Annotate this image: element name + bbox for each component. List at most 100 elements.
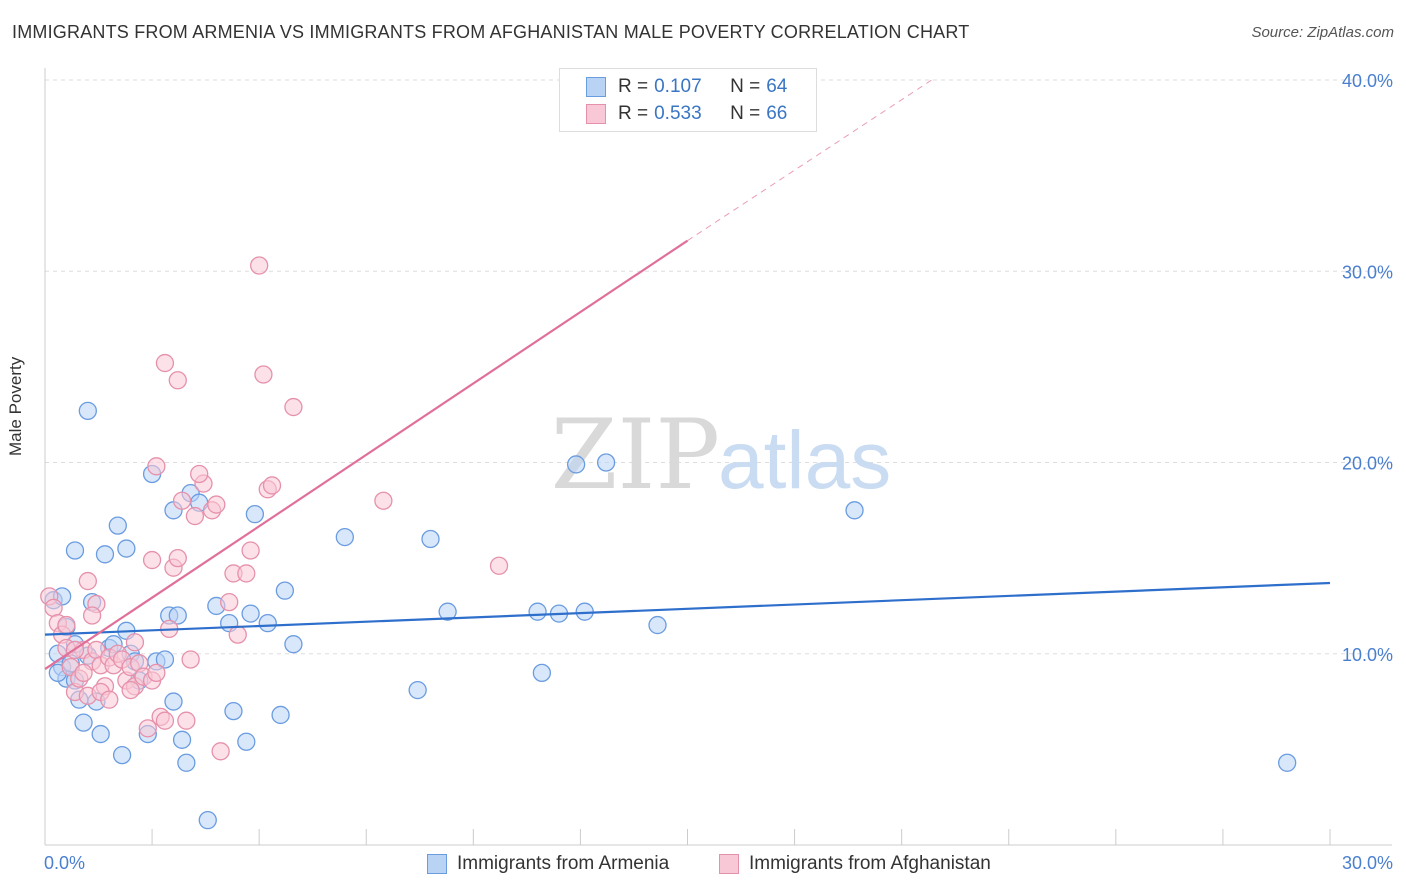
bottom-legend-afghanistan: Immigrants from Afghanistan (719, 852, 991, 876)
armenia-point-41 (237, 732, 256, 751)
bottom-legend-swatch-afghanistan (719, 854, 739, 874)
afghanistan-point-32 (142, 550, 162, 570)
armenia-point-46 (275, 581, 295, 600)
bottom-legend-label-armenia: Immigrants from Armenia (457, 853, 670, 874)
afghanistan-point-57 (190, 464, 209, 484)
armenia-point-14 (95, 545, 115, 564)
legend-r-value: 0.107 (654, 76, 702, 97)
armenia-point-49 (408, 680, 427, 700)
armenia-point-58 (648, 615, 667, 635)
armenia-point-51 (438, 602, 457, 621)
legend-r-value: 0.533 (654, 103, 702, 124)
x-tick-label-min: 0.0% (44, 853, 85, 873)
afghanistan-point-43 (211, 742, 230, 761)
afghanistan-point-61 (82, 606, 102, 625)
afghanistan-point-36 (172, 491, 192, 510)
afghanistan-point-33 (155, 353, 175, 373)
watermark-zip: ZIP (551, 399, 720, 511)
series-afghanistan (40, 256, 509, 761)
armenia-point-40 (224, 701, 243, 721)
y-axis-label: Male Poverty (6, 356, 25, 456)
armenia-point-50 (421, 529, 440, 549)
armenia-point-45 (271, 705, 290, 725)
afghanistan-point-37 (177, 711, 196, 730)
legend-n-value: 66 (766, 103, 788, 124)
armenia-point-15 (65, 541, 85, 560)
legend: R = 0.107 N = 64 R = 0.533 N = 66 (559, 68, 817, 132)
x-tick-label-max: 30.0% (1342, 853, 1393, 873)
legend-n-value: 64 (766, 76, 788, 97)
trend-lines (44, 79, 1331, 670)
afghanistan-point-44 (220, 592, 239, 612)
legend-row-armenia: R = 0.107 N = 64 (586, 75, 787, 99)
afghanistan-point-42 (207, 495, 226, 514)
armenia-point-18 (112, 745, 132, 765)
afghanistan-point-35 (168, 548, 187, 568)
armenia-point-55 (566, 455, 586, 474)
afghanistan-point-59 (57, 615, 76, 635)
armenia-point-32 (168, 606, 187, 625)
afghanistan-point-54 (374, 491, 393, 510)
armenia-point-42 (241, 604, 260, 623)
trend-line-afghanistan (44, 239, 689, 670)
y-tick-label-20: 20.0% (1342, 454, 1393, 474)
armenia-point-48 (335, 527, 354, 547)
afghanistan-point-38 (181, 650, 200, 669)
afghanistan-point-50 (254, 365, 273, 384)
watermark-atlas: atlas (718, 415, 891, 506)
afghanistan-point-48 (241, 541, 260, 560)
axes (44, 68, 1392, 846)
afghanistan-point-55 (489, 556, 509, 575)
legend-swatch-armenia (586, 77, 606, 97)
source-label: Source: ZipAtlas.com (1251, 24, 1394, 41)
legend-row-afghanistan: R = 0.533 N = 66 (586, 102, 787, 126)
afghanistan-point-46 (228, 625, 247, 644)
armenia-point-59 (845, 501, 864, 520)
bottom-legend-armenia: Immigrants from Armenia (427, 852, 669, 876)
tick-labels: 10.0% 20.0% 30.0% 40.0% 0.0% 30.0% (44, 71, 1393, 873)
armenia-point-13 (91, 724, 110, 744)
legend-n-label: N = (730, 103, 761, 124)
afghanistan-point-49 (250, 256, 269, 275)
armenia-point-44 (258, 614, 277, 633)
armenia-point-52 (528, 602, 547, 621)
bottom-legend-label-afghanistan: Immigrants from Afghanistan (749, 853, 991, 874)
y-tick-label-30: 30.0% (1342, 262, 1393, 282)
afghanistan-point-39 (185, 506, 205, 526)
bottom-legend-swatch-armenia (427, 854, 447, 874)
legend-r-label: R = (618, 76, 649, 97)
legend-r-label: R = (618, 103, 649, 124)
armenia-point-34 (177, 753, 196, 772)
armenia-point-43 (245, 504, 265, 524)
armenia-point-60 (1278, 753, 1297, 772)
afghanistan-point-28 (147, 663, 166, 683)
armenia-point-33 (172, 730, 192, 749)
armenia-point-31 (164, 692, 183, 711)
afghanistan-point-64 (100, 690, 119, 709)
y-tick-label-40: 40.0% (1342, 71, 1393, 91)
afghanistan-point-56 (168, 371, 187, 390)
trend-line-armenia (44, 581, 1331, 636)
armenia-point-61 (78, 401, 97, 421)
afghanistan-point-1 (44, 598, 63, 617)
trend-line-afghanistan-extension (687, 79, 932, 242)
armenia-point-37 (198, 810, 217, 830)
legend-swatch-afghanistan (586, 104, 606, 124)
armenia-point-22 (108, 516, 127, 535)
afghanistan-point-47 (237, 564, 256, 583)
afghanistan-point-52 (262, 476, 282, 495)
afghanistan-point-65 (74, 663, 93, 683)
afghanistan-point-16 (78, 571, 97, 591)
afghanistan-point-26 (138, 719, 157, 738)
armenia-point-53 (532, 663, 552, 683)
y-tick-label-10: 10.0% (1342, 645, 1393, 665)
armenia-point-8 (74, 713, 93, 732)
armenia-point-47 (284, 635, 303, 654)
afghanistan-point-58 (147, 457, 166, 476)
legend-n-label: N = (730, 76, 761, 97)
armenia-point-57 (596, 453, 616, 472)
armenia-point-23 (117, 539, 136, 558)
afghanistan-point-53 (284, 397, 303, 417)
afghanistan-point-63 (121, 680, 140, 700)
